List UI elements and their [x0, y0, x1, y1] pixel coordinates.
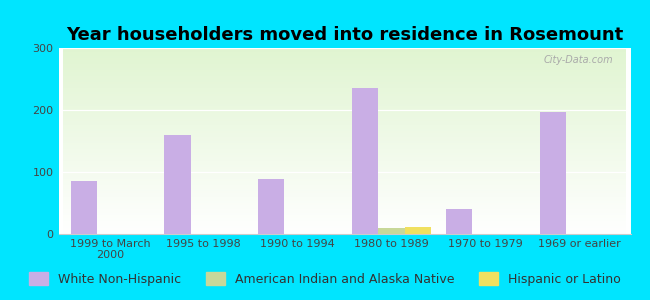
Bar: [258, 179, 285, 234]
Bar: [164, 135, 190, 234]
Bar: [378, 228, 404, 234]
Bar: [404, 227, 431, 234]
Bar: [352, 88, 378, 234]
Legend: White Non-Hispanic, American Indian and Alaska Native, Hispanic or Latino: White Non-Hispanic, American Indian and …: [24, 267, 626, 291]
Bar: [446, 209, 472, 234]
Title: Year householders moved into residence in Rosemount: Year householders moved into residence i…: [66, 26, 623, 44]
Text: City-Data.com: City-Data.com: [543, 56, 614, 65]
Bar: [540, 112, 566, 234]
Bar: [71, 181, 97, 234]
